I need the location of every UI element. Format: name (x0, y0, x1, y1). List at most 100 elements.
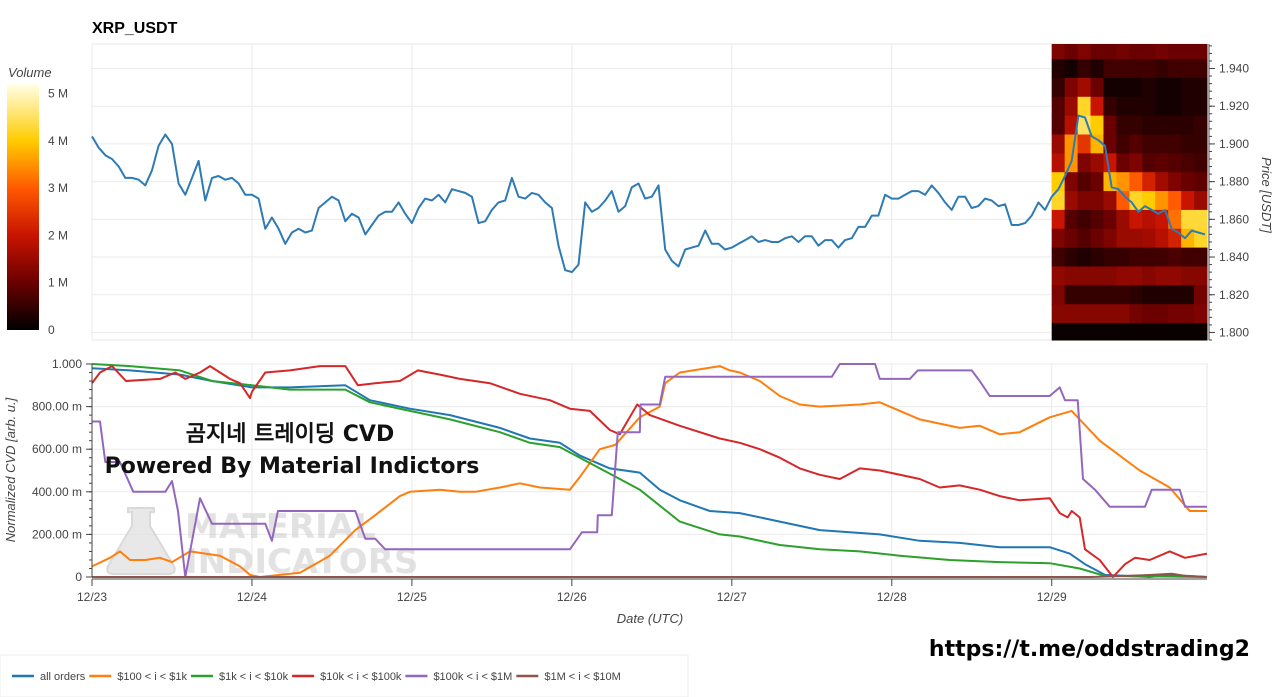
heatmap-cell (1194, 266, 1208, 286)
heatmap-cell (1129, 209, 1143, 230)
heatmap-cell (1129, 134, 1143, 154)
heatmap-cell (1051, 323, 1066, 341)
heatmap-cell (1142, 285, 1156, 305)
heatmap-cell (1168, 209, 1182, 230)
date-axis-title: Date (UTC) (617, 611, 683, 626)
heatmap-cell (1051, 304, 1066, 324)
heatmap-cell (1077, 191, 1092, 211)
colorbar-tick-label: 1 M (48, 276, 68, 290)
heatmap-cell (1142, 77, 1156, 98)
heatmap-cell (1168, 191, 1182, 211)
price-tick-label: 1.900 (1219, 137, 1249, 151)
volume-heatmap (1051, 44, 1208, 341)
heatmap-cell (1064, 96, 1079, 117)
heatmap-cell (1129, 247, 1143, 267)
legend-label: $100 < i < $1k (117, 671, 187, 683)
cvd-series-line (92, 572, 1208, 578)
heatmap-cell (1090, 323, 1104, 341)
heatmap-cell (1155, 153, 1169, 173)
legend-label: $1k < i < $10k (219, 671, 289, 683)
heatmap-cell (1090, 285, 1104, 305)
heatmap-cell (1168, 247, 1182, 267)
heatmap-cell (1103, 134, 1117, 154)
heatmap-cell (1181, 247, 1195, 267)
cvd-lines-layer (91, 363, 1208, 578)
cvd-axis-title: Normalized CVD [arb. u.] (3, 397, 18, 542)
heatmap-cell (1051, 115, 1066, 135)
heatmap-cell (1155, 96, 1169, 117)
heatmap-cell (1051, 96, 1066, 117)
heatmap-cell (1064, 228, 1079, 249)
cvd-plot-area (91, 363, 1208, 578)
heatmap-cell (1168, 323, 1182, 341)
heatmap-cell (1168, 59, 1182, 79)
heatmap-cell (1155, 285, 1169, 305)
heatmap-cell (1129, 59, 1143, 79)
heatmap-cell (1051, 172, 1066, 192)
cvd-series-line (91, 365, 1207, 578)
heatmap-cell (1090, 59, 1104, 79)
heatmap-cell (1077, 44, 1092, 60)
heatmap-cell (1181, 285, 1195, 305)
heatmap-cell (1090, 266, 1104, 286)
heatmap-cell (1090, 77, 1104, 98)
colorbar-tick-label: 0 (48, 323, 55, 337)
heatmap-cell (1103, 304, 1117, 324)
heatmap-cell (1116, 77, 1130, 98)
price-tick-label: 1.940 (1219, 62, 1249, 76)
heatmap-cell (1103, 115, 1117, 135)
overlay-title: 곰지네 트레이딩 CVD (186, 422, 394, 447)
heatmap-cell (1155, 304, 1169, 324)
heatmap-cell (1155, 44, 1169, 60)
heatmap-cell (1090, 247, 1104, 267)
price-tick-label: 1.880 (1219, 175, 1249, 189)
legend-label: $10k < i < $100k (320, 671, 402, 683)
legend: all orders $100 < i < $1k $1k < i < $10k $1… (12, 671, 621, 683)
heatmap-cell (1155, 134, 1169, 154)
heatmap-cell (1194, 44, 1208, 60)
price-tick-label: 1.840 (1219, 250, 1249, 264)
heatmap-cell (1116, 115, 1130, 135)
cvd-series-line (91, 365, 1208, 578)
volume-colorbar (7, 84, 39, 330)
heatmap-cell (1103, 96, 1117, 117)
heatmap-cell (1168, 115, 1182, 135)
price-plot-area (91, 43, 1208, 341)
heatmap-cell (1168, 44, 1182, 60)
heatmap-cell (1064, 59, 1079, 79)
heatmap-cell (1194, 115, 1208, 135)
price-line (91, 114, 1206, 274)
price-axis-title: Price [USDT] (1259, 157, 1274, 233)
heatmap-cell (1181, 266, 1195, 286)
heatmap-cell (1090, 153, 1104, 173)
heatmap-cell (1129, 323, 1143, 341)
heatmap-cell (1168, 304, 1182, 324)
heatmap-cell (1194, 172, 1208, 192)
heatmap-cell (1051, 134, 1066, 154)
watermark-line1: MATERIAL (185, 507, 376, 547)
legend-label: $1M < i < $10M (544, 671, 620, 683)
heatmap-cell (1116, 191, 1130, 211)
heatmap-cell (1142, 96, 1156, 117)
heatmap-cell (1155, 247, 1169, 267)
legend-label: all orders (40, 671, 86, 683)
legend-label: $100k < i < $1M (433, 671, 512, 683)
heatmap-cell (1077, 153, 1092, 173)
heatmap-cell (1103, 191, 1117, 211)
heatmap-cell (1090, 228, 1104, 249)
heatmap-cell (1116, 209, 1130, 230)
heatmap-cell (1064, 191, 1079, 211)
heatmap-cell (1103, 153, 1117, 173)
cvd-series-line (91, 367, 1208, 578)
heatmap-cell (1064, 247, 1079, 267)
heatmap-cell (1103, 59, 1117, 79)
heatmap-cell (1194, 153, 1208, 173)
heatmap-cell (1168, 134, 1182, 154)
heatmap-cell (1129, 191, 1143, 211)
heatmap-cell (1194, 59, 1208, 79)
heatmap-cell (1051, 266, 1066, 286)
date-tick-label: 12/29 (1037, 590, 1067, 604)
heatmap-cell (1129, 172, 1143, 192)
heatmap-cell (1142, 172, 1156, 192)
heatmap-cell (1194, 247, 1208, 267)
